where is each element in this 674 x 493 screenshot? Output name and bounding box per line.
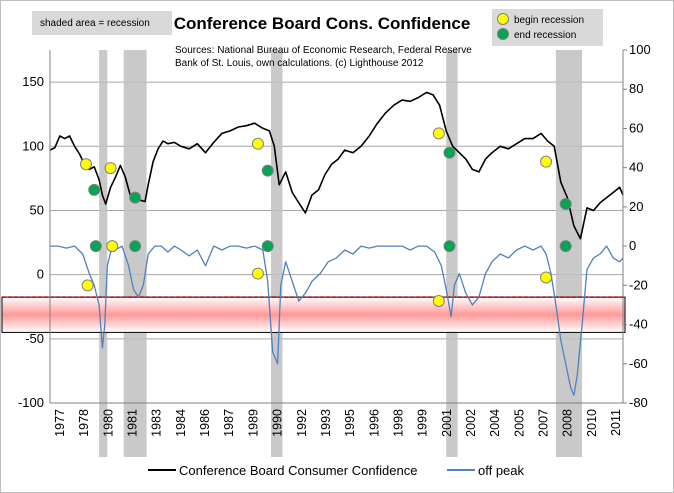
- left-tick-label: 50: [30, 202, 44, 217]
- end-recession-marker: [129, 240, 142, 253]
- x-tick-label: 1990: [271, 409, 285, 437]
- end-legend-marker: [497, 28, 509, 40]
- begin-recession-marker: [104, 162, 117, 175]
- x-tick-label: 1999: [416, 409, 430, 437]
- recession-shade: [271, 50, 283, 457]
- end-recession-marker: [443, 240, 456, 253]
- left-tick-label: 0: [37, 267, 44, 282]
- x-tick-label: 1996: [367, 409, 381, 437]
- begin-recession-marker: [432, 295, 445, 308]
- right-tick-label: 60: [629, 120, 643, 135]
- left-tick-label: -100: [18, 395, 44, 410]
- end-recession-marker: [559, 240, 572, 253]
- x-tick-label: 1998: [392, 409, 406, 437]
- right-tick-label: -40: [629, 317, 648, 332]
- recession-markers: [80, 127, 572, 308]
- left-axis-ticks: -100 -50 0 50 100 150: [18, 74, 44, 410]
- begin-recession-marker: [106, 240, 119, 253]
- recession-shade: [446, 50, 458, 457]
- threshold-band: [1, 296, 626, 333]
- end-recession-marker: [129, 191, 142, 204]
- left-tick-label: 100: [22, 138, 44, 153]
- right-tick-label: 40: [629, 160, 643, 175]
- confidence-line: [49, 91, 624, 240]
- x-tick-label: 2007: [537, 409, 551, 437]
- recession-shade: [555, 50, 583, 457]
- right-axis-ticks: -80 -60 -40 -20 0 20 40 60 80 100: [623, 42, 651, 410]
- x-tick-label: 2010: [585, 409, 599, 437]
- chart-title: Conference Board Cons. Confidence: [174, 14, 471, 33]
- x-tick-label: 2011: [609, 409, 623, 436]
- x-tick-label: 1992: [295, 409, 309, 437]
- end-recession-marker: [89, 240, 102, 253]
- right-tick-label: 80: [629, 81, 643, 96]
- x-axis-ticks: 1977 1978 1980 1981 1983 1984 1986 1987 1989 1990…: [53, 409, 623, 437]
- x-tick-label: 1989: [246, 409, 260, 437]
- right-tick-label: -60: [629, 356, 648, 371]
- x-tick-label: 2001: [440, 409, 454, 437]
- x-tick-label: 1995: [343, 409, 357, 437]
- begin-recession-marker: [251, 137, 264, 150]
- begin-legend-marker: [497, 13, 509, 25]
- shade-note-box: [32, 11, 172, 35]
- begin-recession-marker: [251, 267, 264, 280]
- source-line-2: Bank of St. Louis, own calculations. (c)…: [175, 58, 424, 69]
- begin-legend-label: begin recession: [514, 15, 584, 26]
- marker-legend-box: [492, 9, 603, 46]
- legend-label-confidence: Conference Board Consumer Confidence: [179, 463, 417, 478]
- axes: [49, 50, 624, 404]
- x-tick-label: 2005: [512, 409, 526, 437]
- begin-recession-marker: [432, 127, 445, 140]
- series-lines: [49, 91, 624, 396]
- begin-recession-marker: [80, 158, 93, 171]
- shade-note: shaded area = recession: [40, 18, 150, 29]
- x-tick-label: 1986: [198, 409, 212, 437]
- left-tick-label: 150: [22, 74, 44, 89]
- x-tick-label: 2002: [464, 409, 478, 437]
- end-recession-marker: [559, 198, 572, 211]
- right-tick-label: -20: [629, 277, 648, 292]
- begin-recession-marker: [81, 279, 94, 292]
- end-recession-marker: [261, 164, 274, 177]
- threshold-band-rect: [1, 296, 626, 333]
- legend-label-off-peak: off peak: [478, 463, 525, 478]
- x-tick-label: 2004: [488, 409, 502, 437]
- off-peak-line: [50, 245, 624, 396]
- end-recession-marker: [261, 240, 274, 253]
- begin-recession-marker: [540, 155, 553, 168]
- x-tick-label: 1983: [150, 409, 164, 437]
- recession-shades: [99, 50, 583, 457]
- x-tick-label: 1977: [53, 409, 67, 437]
- left-tick-label: -50: [25, 331, 44, 346]
- recession-shade: [99, 50, 108, 457]
- x-tick-label: 1984: [174, 409, 188, 437]
- right-tick-label: -80: [629, 395, 648, 410]
- x-tick-label: 1987: [222, 409, 236, 437]
- x-tick-label: 1993: [319, 409, 333, 437]
- x-tick-label: 1980: [101, 409, 115, 437]
- begin-recession-marker: [540, 271, 553, 284]
- right-tick-label: 0: [629, 238, 636, 253]
- source-line-1: Sources: National Bureau of Economic Res…: [175, 45, 472, 56]
- x-tick-label: 2008: [561, 409, 575, 437]
- recession-shade: [123, 50, 147, 457]
- end-recession-marker: [443, 146, 456, 159]
- end-recession-marker: [88, 183, 101, 196]
- end-legend-label: end recession: [514, 30, 576, 41]
- x-tick-label: 1978: [77, 409, 91, 437]
- right-tick-label: 20: [629, 199, 643, 214]
- x-tick-label: 1981: [126, 409, 140, 437]
- right-tick-label: 100: [629, 42, 651, 57]
